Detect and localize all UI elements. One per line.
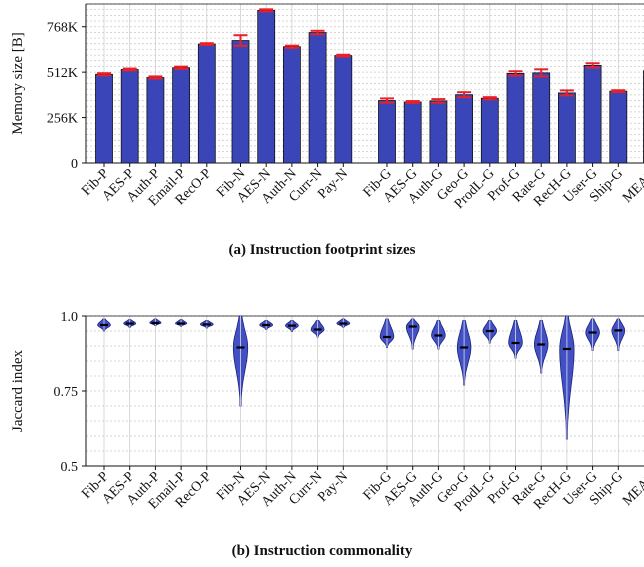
- bar: [558, 92, 576, 164]
- y-tick-label: 0: [71, 157, 78, 172]
- bar: [146, 77, 165, 164]
- y-tick-label: 768K: [47, 21, 78, 36]
- bar: [455, 94, 474, 164]
- caption-b: (b) Instruction commonality: [232, 543, 413, 559]
- bar: [532, 72, 551, 164]
- caption-a: (a) Instruction footprint sizes: [228, 242, 415, 258]
- bar: [197, 43, 216, 164]
- bar: [231, 40, 250, 164]
- bar: [480, 97, 499, 164]
- bar: [95, 73, 113, 164]
- y-axis-label: Jaccard index: [10, 349, 26, 432]
- category-label: MEAN: [620, 166, 644, 206]
- bar: [583, 64, 602, 164]
- bar: [282, 46, 301, 164]
- y-tick-label: 512K: [47, 66, 78, 81]
- bar: [120, 69, 139, 164]
- bar: [257, 9, 276, 164]
- bar: [506, 72, 525, 164]
- category-label: Pay-N: [315, 166, 351, 202]
- y-tick-label: 0.5: [61, 460, 79, 475]
- bar: [429, 100, 448, 164]
- y-tick-label: 0.75: [54, 385, 79, 400]
- bar: [334, 55, 353, 164]
- bar: [172, 67, 191, 164]
- y-axis-label: Memory size [B]: [10, 32, 26, 134]
- bar: [308, 32, 327, 164]
- y-tick-label: 1.0: [61, 310, 79, 325]
- bar: [609, 90, 628, 164]
- category-label: Pay-N: [315, 469, 351, 505]
- category-label: MEAN: [620, 469, 644, 509]
- y-tick-label: 256K: [47, 112, 78, 127]
- bar: [378, 100, 396, 164]
- chart-footprint-sizes: (a) Instruction footprint sizes 0 256K 512…: [10, 3, 644, 258]
- chart-commonality: (b) Instruction commonality 0.5 0.75 1.0 Ja…: [10, 310, 644, 559]
- bar: [403, 101, 422, 164]
